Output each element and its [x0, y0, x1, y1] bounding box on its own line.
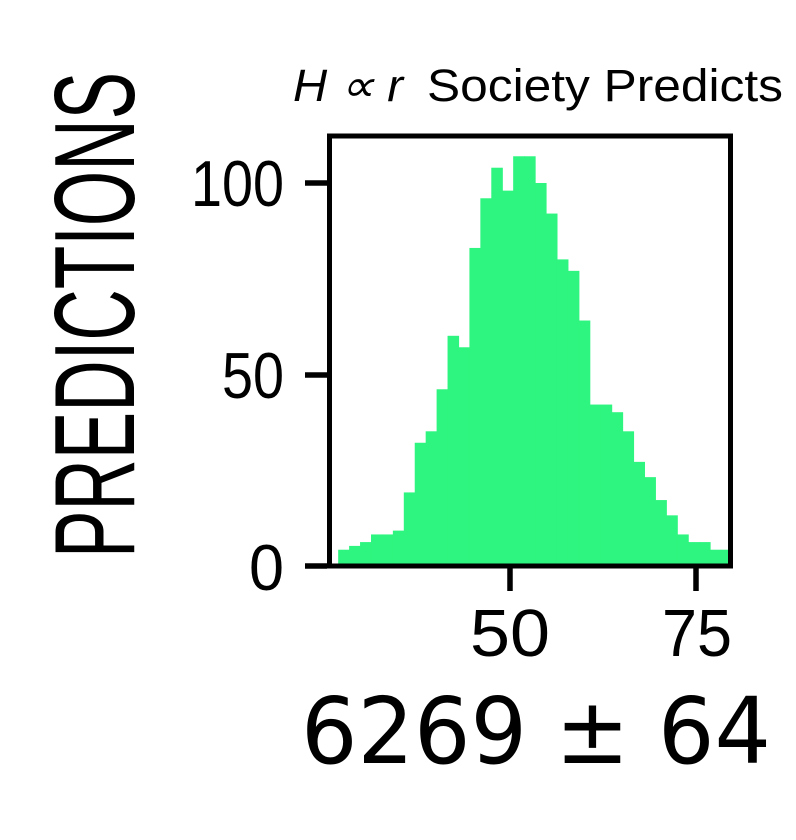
histogram-bar [360, 542, 372, 565]
histogram-bar [688, 542, 700, 565]
histogram-bar [677, 534, 689, 565]
histogram-bar [524, 156, 536, 565]
histogram-bar [644, 477, 656, 565]
histogram-bar [447, 335, 460, 565]
plot-title-math: H ∝ r [293, 60, 405, 111]
histogram-bar [491, 167, 503, 565]
histogram-bar [611, 412, 624, 565]
ytick-label-0: 0 [249, 531, 284, 604]
histogram-bar [655, 500, 667, 565]
ytick-label-100: 100 [191, 147, 284, 220]
histogram-bar [480, 198, 492, 565]
histogram-bar [425, 431, 438, 565]
histogram-bar [578, 320, 591, 565]
histogram-bar [633, 461, 646, 565]
histogram-bar [403, 492, 416, 565]
histogram-bar [535, 183, 547, 565]
histogram-bar [666, 515, 678, 565]
histogram-bar [469, 247, 481, 565]
histogram-bar [545, 213, 558, 565]
histogram-bar [370, 534, 383, 565]
histogram-bar [622, 431, 635, 565]
histogram-bar [414, 442, 427, 565]
xtick-label-50: 50 [470, 596, 550, 671]
histogram-bar [720, 549, 733, 565]
plot-title-text: Society Predicts [427, 60, 783, 111]
histogram-bar [600, 404, 613, 565]
ytick-label-50: 50 [222, 339, 284, 412]
histogram-bar [458, 347, 471, 565]
tick-marks [305, 180, 699, 591]
histogram-bar [338, 549, 350, 565]
axes-spines [327, 133, 733, 569]
histogram-bar [349, 545, 361, 565]
histogram-bar [392, 530, 405, 565]
histogram-bar [513, 156, 525, 565]
histogram-bar [567, 270, 580, 565]
histogram-bars [338, 156, 733, 565]
histogram-bar [556, 259, 569, 565]
histogram-bar [436, 389, 449, 565]
xtick-label-75: 75 [662, 596, 732, 671]
histogram-bar [502, 190, 514, 565]
histogram-bar [710, 549, 722, 565]
result-annotation: 6269 ± 64 [301, 678, 771, 785]
histogram-bar [381, 534, 394, 565]
histogram-bar [589, 404, 602, 565]
histogram-bar [699, 542, 711, 565]
y-axis-label: PREDICTIONS [32, 72, 159, 558]
